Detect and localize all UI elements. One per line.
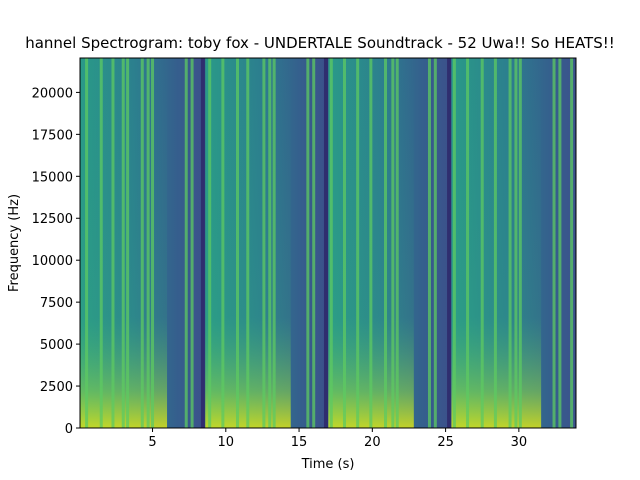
- bright-column-7: [146, 58, 150, 428]
- bright-column-12: [221, 58, 225, 428]
- spectrogram-bright-columns: [85, 58, 574, 428]
- bright-column-32: [493, 58, 497, 428]
- bright-column-38: [570, 58, 574, 428]
- bright-column-33: [508, 58, 512, 428]
- y-axis-label: Frequency (Hz): [7, 194, 22, 292]
- spectrogram-gaps: [200, 58, 452, 428]
- chart-title: hannel Spectrogram: toby fox - UNDERTALE…: [25, 34, 615, 52]
- x-axis: 5 10 15 20 25 30: [148, 428, 527, 450]
- bright-column-21: [342, 58, 346, 428]
- bright-column-28: [433, 58, 437, 428]
- bright-column-14: [246, 58, 250, 428]
- plot-frame: [79, 57, 577, 429]
- bright-column-36: [552, 58, 556, 428]
- bright-column-26: [395, 58, 399, 428]
- bright-column-17: [272, 58, 276, 428]
- y-axis: 0 2500 5000 7500 10000 12500 15000 17500 20000: [32, 86, 80, 437]
- y-tick-label-15000: 15000: [32, 170, 73, 185]
- y-tick-label-2500: 2500: [40, 380, 73, 395]
- y-tick-label-17500: 17500: [32, 128, 73, 143]
- bright-column-22: [356, 58, 360, 428]
- chart-title-main: nnel Spectrogram: toby fox - UNDERTALE S…: [44, 34, 615, 52]
- bright-column-24: [384, 58, 388, 428]
- bright-column-27: [427, 58, 431, 428]
- y-tick-label-10000: 10000: [32, 254, 73, 269]
- bright-column-6: [140, 58, 144, 428]
- bright-column-19: [312, 58, 316, 428]
- x-tick-label-25: 25: [437, 435, 454, 450]
- chart-title-prefix: ha: [25, 34, 44, 52]
- x-tick-label-5: 5: [148, 435, 156, 450]
- x-tick-label-20: 20: [364, 435, 381, 450]
- bright-column-20: [329, 58, 333, 428]
- bright-column-5: [126, 58, 130, 428]
- dark-gap-3: [447, 58, 452, 428]
- bright-column-34: [514, 58, 518, 428]
- bright-column-8: [151, 58, 155, 428]
- bright-column-15: [262, 58, 266, 428]
- bright-column-30: [466, 58, 470, 428]
- bright-column-4: [121, 58, 125, 428]
- bright-column-25: [391, 58, 395, 428]
- bright-column-35: [518, 58, 522, 428]
- bright-column-29: [452, 58, 456, 428]
- x-tick-label-30: 30: [511, 435, 528, 450]
- x-tick-label-15: 15: [291, 435, 308, 450]
- bright-column-11: [208, 58, 212, 428]
- dark-gap-1: [200, 58, 205, 428]
- bright-column-10: [190, 58, 194, 428]
- bright-column-3: [111, 58, 115, 428]
- bright-column-16: [268, 58, 272, 428]
- bright-column-2: [99, 58, 103, 428]
- y-tick-label-7500: 7500: [40, 296, 73, 311]
- spectrogram-plot-area: [79, 57, 577, 429]
- x-tick-label-10: 10: [218, 435, 235, 450]
- x-axis-label: Time (s): [301, 457, 355, 472]
- bright-column-37: [558, 58, 562, 428]
- bright-column-1: [85, 58, 89, 428]
- y-tick-label-12500: 12500: [32, 212, 73, 227]
- bright-column-13: [236, 58, 240, 428]
- bright-column-31: [480, 58, 484, 428]
- bright-column-18: [306, 58, 310, 428]
- bright-column-23: [369, 58, 373, 428]
- y-tick-label-20000: 20000: [32, 86, 73, 101]
- dark-gap-2: [323, 58, 328, 428]
- y-tick-label-5000: 5000: [40, 338, 73, 353]
- y-tick-label-0: 0: [65, 422, 73, 437]
- bright-column-9: [184, 58, 188, 428]
